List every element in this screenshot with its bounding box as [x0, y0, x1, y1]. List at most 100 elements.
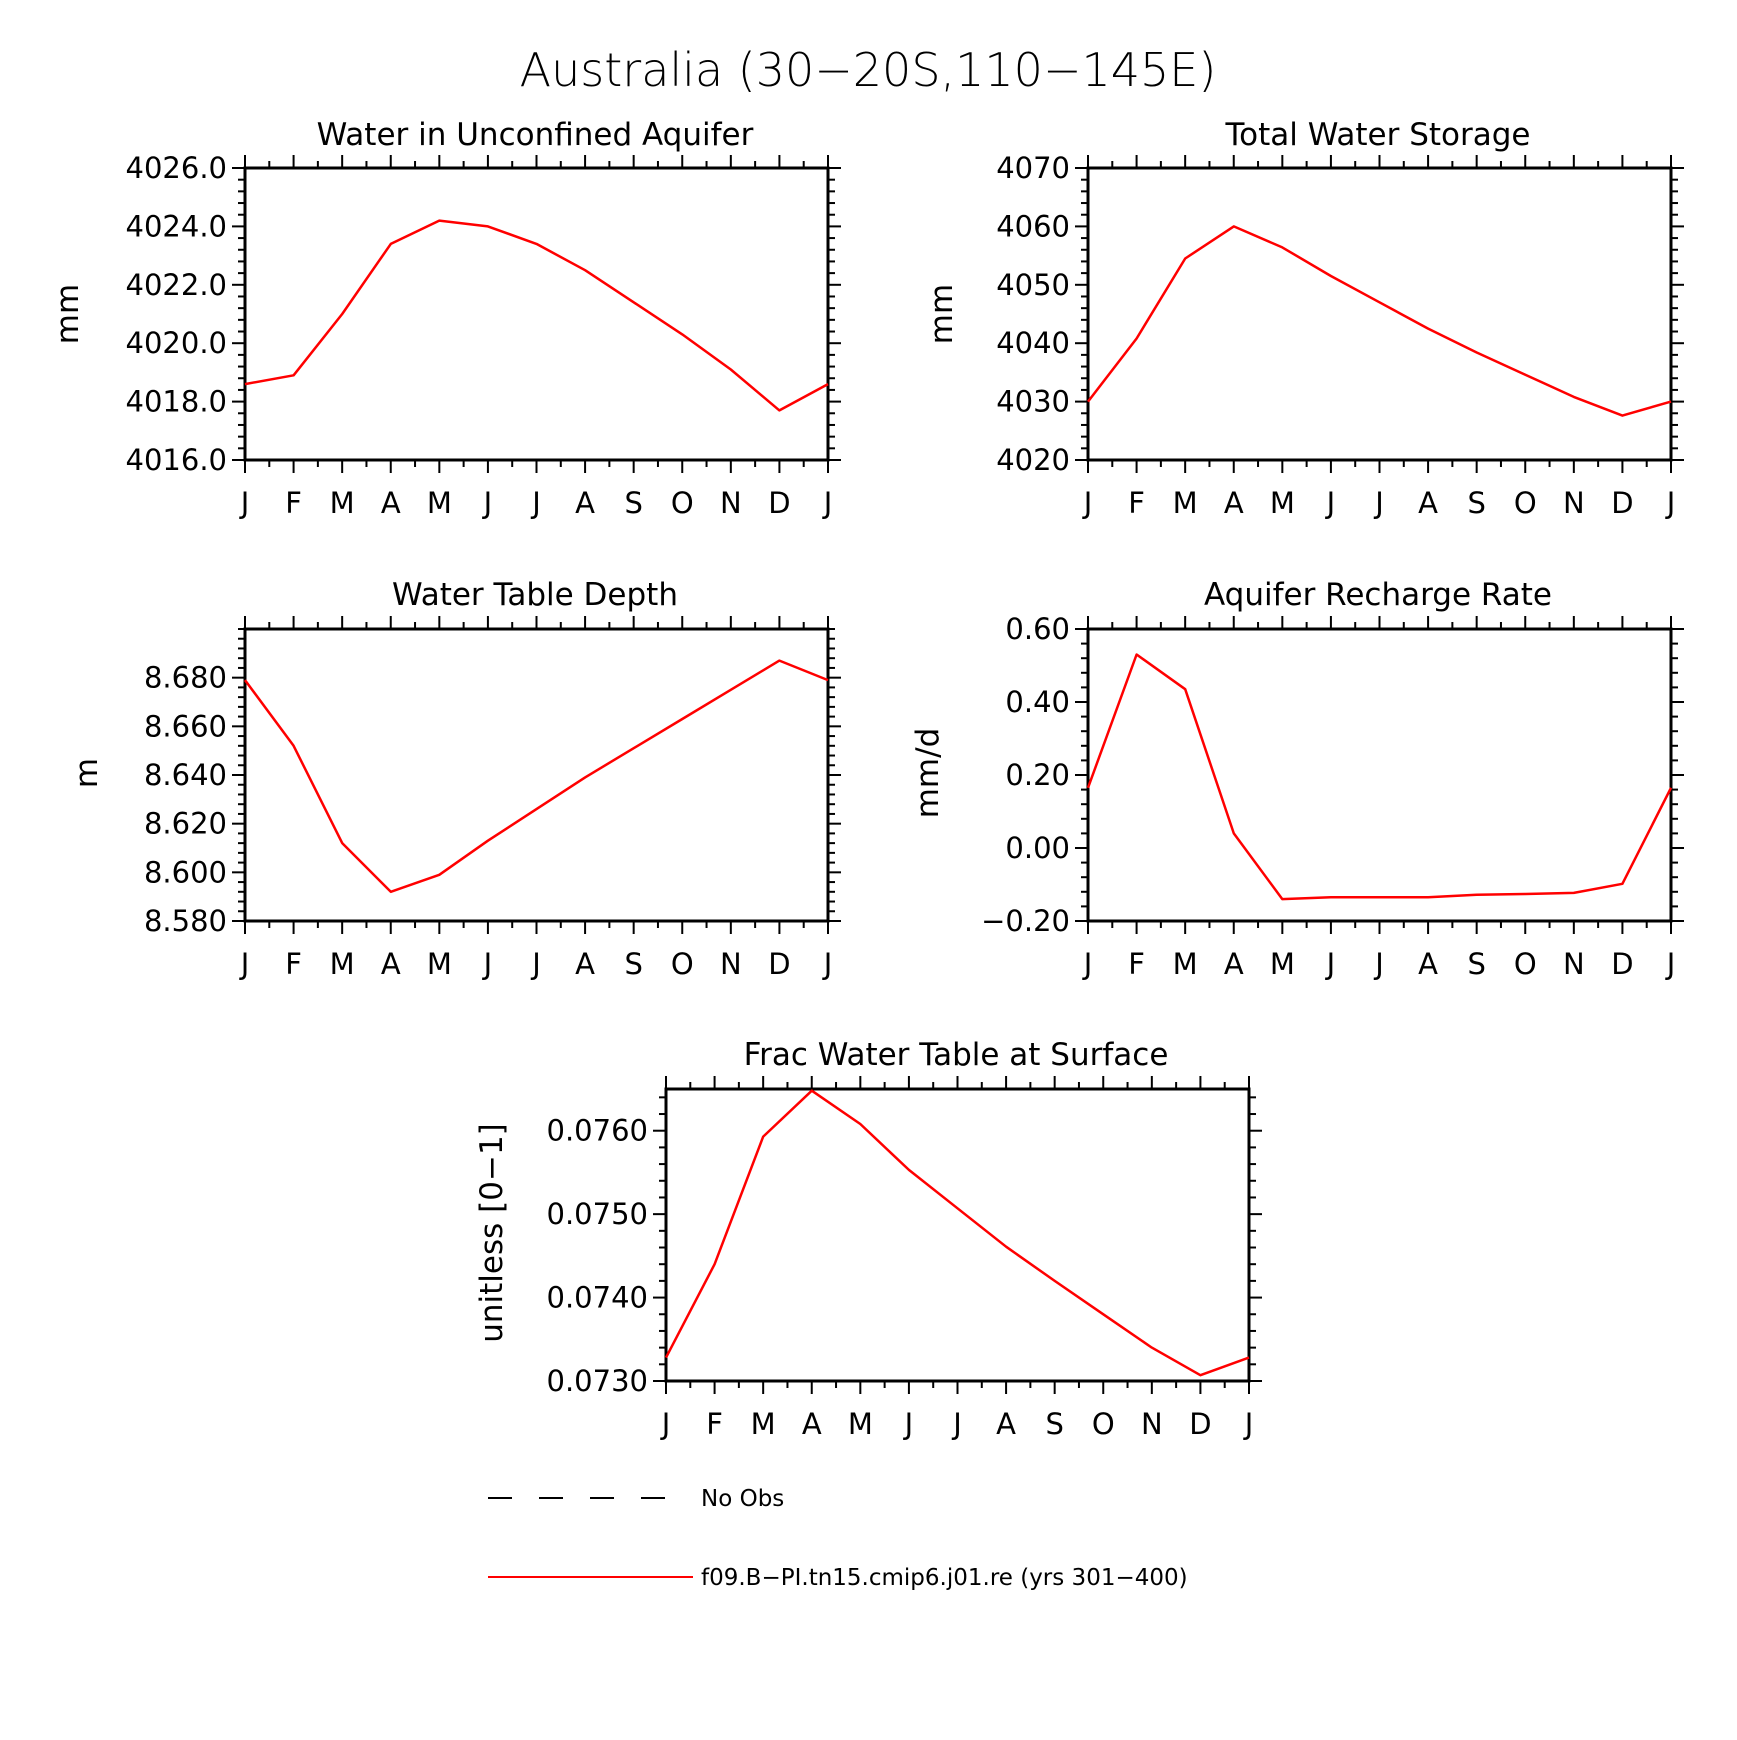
- y-tick-label: 4026.0: [126, 151, 227, 185]
- x-tick-label: J: [822, 486, 833, 520]
- plot-frame: [664, 1087, 1251, 1383]
- plot-frame: [243, 627, 830, 923]
- legend-entry-model: f09.B−PI.tn15.cmip6.j01.re (yrs 301−400): [488, 1565, 1188, 1591]
- x-tick-label: N: [720, 947, 742, 981]
- x-tick-label: M: [427, 947, 452, 981]
- x-tick-label: F: [706, 1407, 723, 1441]
- x-tick-label: A: [1224, 486, 1244, 520]
- x-tick-label: J: [1665, 947, 1676, 981]
- plot-area: J F M A M J J A S O N D J4016.04018.04020.04022.0402…: [126, 151, 841, 520]
- panel-title: Frac Water Table at Surface: [744, 1037, 1169, 1073]
- x-tick-label: J: [530, 486, 541, 520]
- x-tick-label: M: [848, 1407, 873, 1441]
- x-tick-label: A: [1224, 947, 1244, 981]
- x-tick-label: J: [1325, 486, 1336, 520]
- y-tick-label: 4020.0: [126, 326, 227, 360]
- x-tick-label: N: [1141, 1407, 1163, 1441]
- x-tick-label: J: [482, 486, 493, 520]
- plot-frame: [1086, 627, 1673, 923]
- y-tick-label: 4020: [996, 443, 1070, 477]
- x-tick-label: J: [903, 1407, 914, 1441]
- x-tick-label: F: [285, 947, 302, 981]
- y-tick-label: 4018.0: [126, 385, 227, 419]
- x-tick-label: J: [1325, 947, 1336, 981]
- x-tick-label: J: [1373, 486, 1384, 520]
- y-tick-label: 4022.0: [126, 268, 227, 302]
- x-tick-label: S: [1045, 1407, 1063, 1441]
- x-tick-label: A: [802, 1407, 822, 1441]
- x-tick-label: A: [575, 947, 595, 981]
- x-tick-label: F: [1128, 947, 1145, 981]
- plot-area: J F M A M J J A S O N D J8.5808.6008.6208.6408.6608.…: [144, 616, 841, 981]
- series-line: [664, 1089, 1250, 1377]
- series-line: [1086, 653, 1673, 901]
- y-tick-label: 8.620: [144, 807, 227, 841]
- x-tick-label: J: [1082, 947, 1093, 981]
- series-line: [1087, 225, 1672, 417]
- y-tick-label: 0.20: [1005, 758, 1070, 792]
- x-tick-label: D: [1611, 486, 1633, 520]
- x-tick-label: J: [951, 1407, 962, 1441]
- x-tick-label: S: [1467, 947, 1485, 981]
- x-tick-label: S: [624, 486, 642, 520]
- x-tick-label: F: [285, 486, 302, 520]
- x-tick-label: A: [1418, 947, 1438, 981]
- x-tick-label: A: [996, 1407, 1016, 1441]
- x-tick-label: J: [1665, 486, 1676, 520]
- y-tick-label: 0.0750: [547, 1197, 648, 1231]
- y-tick-label: 4024.0: [126, 209, 227, 243]
- x-tick-label: F: [1128, 486, 1145, 520]
- x-tick-label: J: [660, 1407, 671, 1441]
- x-tick-label: M: [330, 486, 355, 520]
- x-tick-label: J: [239, 486, 250, 520]
- x-tick-label: D: [768, 486, 790, 520]
- x-tick-label: D: [1611, 947, 1633, 981]
- y-axis-label: m: [69, 758, 105, 788]
- y-axis-label: mm/d: [910, 728, 946, 819]
- x-tick-label: A: [1418, 486, 1438, 520]
- panel-frac-water-table: Frac Water Table at Surface unitless [0−…: [474, 1037, 1262, 1441]
- legend-entry-no-obs: No Obs: [488, 1486, 784, 1512]
- x-tick-label: J: [1243, 1407, 1254, 1441]
- x-tick-label: J: [239, 947, 250, 981]
- x-tick-label: D: [768, 947, 790, 981]
- x-tick-label: J: [822, 947, 833, 981]
- panel-title: Water in Unconfined Aquifer: [317, 117, 754, 153]
- x-tick-label: M: [1173, 486, 1198, 520]
- x-tick-label: A: [575, 486, 595, 520]
- panel-total-water-storage: Total Water Storage mm J F M A M J J A S O N D J4020…: [924, 117, 1684, 520]
- x-tick-label: J: [1082, 486, 1093, 520]
- panel-water-table-depth: Water Table Depth m J F M A M J J A S O N D J8.5808.…: [69, 577, 841, 981]
- y-tick-label: 8.600: [144, 855, 227, 889]
- y-tick-label: 4016.0: [126, 443, 227, 477]
- x-tick-label: O: [1514, 486, 1537, 520]
- x-tick-label: N: [1563, 486, 1585, 520]
- x-tick-label: M: [1173, 947, 1198, 981]
- y-axis-label: mm: [924, 284, 960, 344]
- series-line: [244, 219, 829, 412]
- y-tick-label: 0.00: [1005, 831, 1070, 865]
- legend-label: f09.B−PI.tn15.cmip6.j01.re (yrs 301−400): [701, 1565, 1188, 1591]
- y-tick-label: −0.20: [981, 904, 1070, 938]
- y-axis-label: mm: [50, 284, 86, 344]
- x-tick-label: S: [1467, 486, 1485, 520]
- x-tick-label: N: [720, 486, 742, 520]
- series-line: [243, 659, 829, 894]
- x-tick-label: M: [330, 947, 355, 981]
- y-tick-label: 0.0760: [547, 1114, 648, 1148]
- panel-title: Aquifer Recharge Rate: [1204, 577, 1552, 613]
- x-tick-label: J: [482, 947, 493, 981]
- y-axis-label: unitless [0−1]: [474, 1123, 510, 1343]
- figure-title: Australia (30−20S,110−145E): [520, 43, 1217, 97]
- x-tick-label: O: [1092, 1407, 1115, 1441]
- y-tick-label: 8.640: [144, 758, 227, 792]
- x-tick-label: M: [751, 1407, 776, 1441]
- y-tick-label: 0.0730: [547, 1364, 648, 1398]
- legend-label: No Obs: [701, 1486, 784, 1512]
- x-tick-label: O: [1514, 947, 1537, 981]
- y-tick-label: 8.680: [144, 661, 227, 695]
- panel-title: Total Water Storage: [1224, 117, 1530, 153]
- plot-frame: [243, 166, 830, 462]
